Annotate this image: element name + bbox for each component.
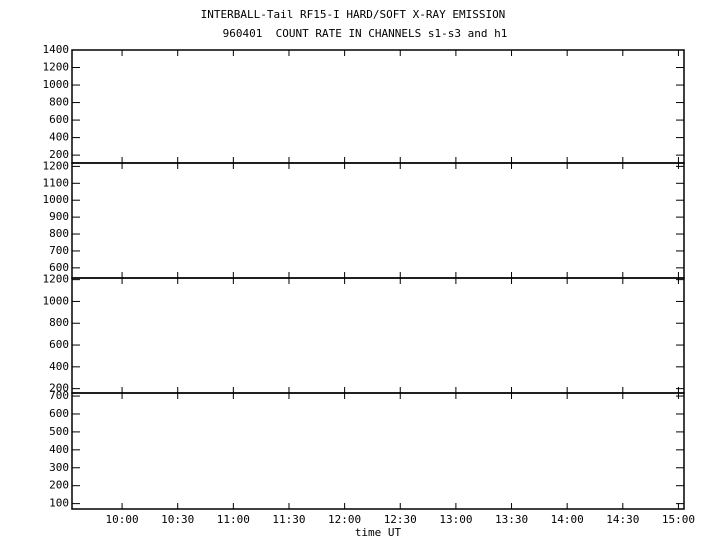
y-tick-label: 600 (49, 261, 69, 274)
x-tick-label: 14:00 (551, 513, 584, 526)
y-tick-label: 800 (49, 96, 69, 109)
y-tick-label: 800 (49, 227, 69, 240)
y-tick-label: 1100 (43, 176, 70, 189)
y-tick-label: 1200 (43, 273, 70, 286)
x-tick-label: 10:30 (161, 513, 194, 526)
y-tick-label: 600 (49, 338, 69, 351)
y-tick-label: 1400 (43, 43, 70, 56)
panel-frame (71, 49, 685, 164)
y-tick-label: 400 (49, 443, 69, 456)
x-tick-label: 12:30 (384, 513, 417, 526)
y-tick-label: 500 (49, 425, 69, 438)
x-tick-label: 14:30 (606, 513, 639, 526)
panel-frame (71, 162, 685, 279)
x-tick-label: 13:00 (439, 513, 472, 526)
chart-subtitle: 960401 COUNT RATE IN CHANNELS s1-s3 and … (223, 27, 508, 40)
x-tick-label: 11:00 (217, 513, 250, 526)
y-tick-label: 1200 (43, 61, 70, 74)
y-tick-label: 400 (49, 131, 69, 144)
x-tick-label: 15:00 (662, 513, 695, 526)
y-tick-label: 900 (49, 210, 69, 223)
y-tick-label: 1000 (43, 78, 70, 91)
y-tick-label: 200 (49, 382, 69, 395)
y-tick-label: 600 (49, 407, 69, 420)
y-tick-label: 400 (49, 360, 69, 373)
panel-frame (71, 277, 685, 394)
chart-title: INTERBALL-Tail RF15-I HARD/SOFT X-RAY EM… (201, 8, 506, 21)
y-tick-label: 600 (49, 113, 69, 126)
y-tick-label: 800 (49, 316, 69, 329)
x-tick-label: 10:00 (106, 513, 139, 526)
y-tick-label: 1200 (43, 159, 70, 172)
y-tick-label: 700 (49, 244, 69, 257)
y-tick-label: 700 (49, 389, 69, 402)
y-tick-label: 200 (49, 479, 69, 492)
y-tick-label: 300 (49, 461, 69, 474)
y-tick-label: 100 (49, 497, 69, 510)
y-tick-label: 200 (49, 148, 69, 161)
x-tick-label: 11:30 (272, 513, 305, 526)
x-tick-label: 13:30 (495, 513, 528, 526)
panel-frame (71, 392, 685, 510)
y-tick-label: 1000 (43, 294, 70, 307)
y-tick-label: 1000 (43, 193, 70, 206)
x-tick-label: 12:00 (328, 513, 361, 526)
x-axis-label: time UT (355, 526, 402, 539)
